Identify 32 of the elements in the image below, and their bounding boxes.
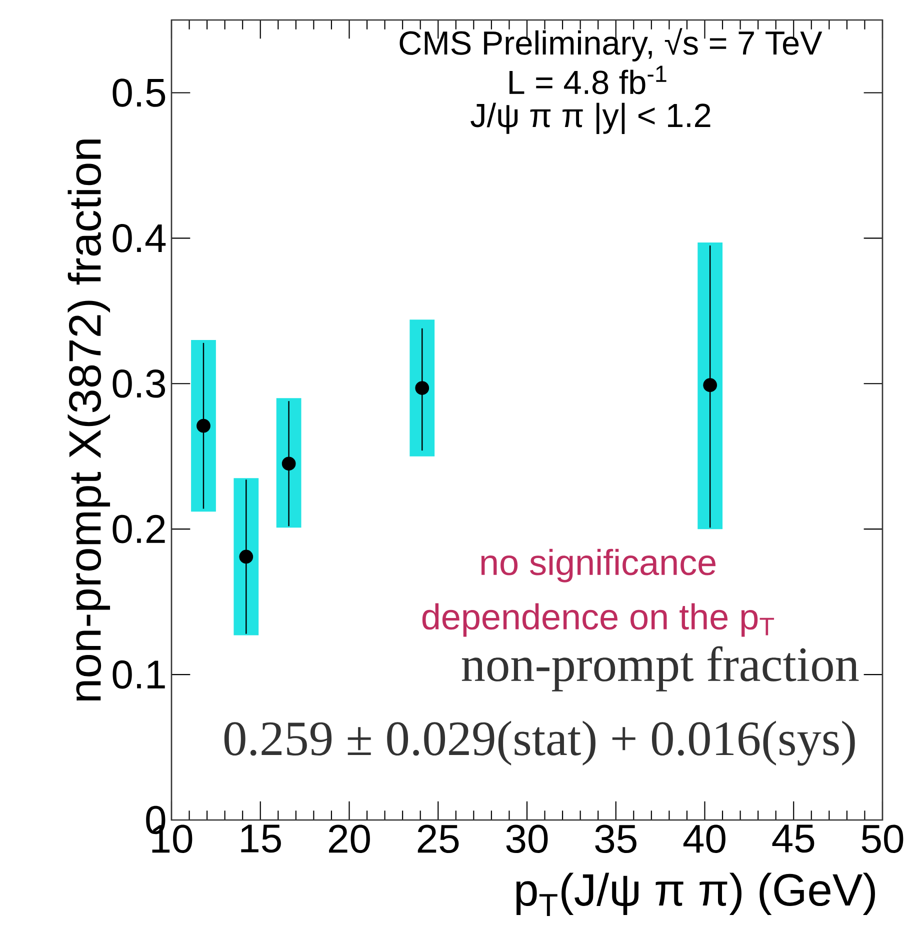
point [282, 456, 296, 471]
point [415, 381, 430, 395]
annotation: L = 4.8 fb$^{-1}$ [510, 66, 666, 94]
annotation: 0.259 ± 0.029(stat) + 0.016(sys) [224, 720, 855, 766]
bar [234, 478, 259, 636]
y-tick-label: 0.3 [112, 369, 166, 398]
point [239, 550, 254, 564]
x-tick-label: 25 [418, 824, 459, 854]
annotation: non-prompt fraction [462, 646, 859, 692]
x-tick-label: 15 [241, 824, 281, 853]
x-tick-label: 45 [772, 824, 814, 853]
y-axis-title: non-prompt X(3872) fraction [68, 140, 110, 700]
y-tick-label: 0.5 [112, 78, 166, 107]
x-tick-label: 40 [683, 824, 726, 854]
annotation: J/ψ π π |y| < 1.2 [470, 102, 710, 134]
bar [410, 320, 435, 456]
annotation: dependence on the p$_{T}$ [422, 603, 774, 637]
y-tick-label: 0.1 [112, 660, 165, 689]
bar [276, 398, 302, 528]
x-tick-label: 50 [862, 824, 904, 854]
point [196, 418, 210, 433]
annotation: CMS Preliminary, √s = 7 TeV [400, 28, 822, 62]
point [703, 378, 718, 392]
annotation: no significance [481, 548, 716, 582]
y-tick-label: 0.4 [112, 224, 166, 252]
x-tick-label: 30 [506, 824, 548, 854]
x-tick-label: 20 [329, 824, 370, 854]
bar [191, 340, 216, 512]
bar [698, 242, 723, 530]
x-axis-title: p$_{T}$(J/ψ π π) (GeV) [516, 872, 875, 916]
y-tick-label: 0.2 [112, 514, 165, 544]
x-tick-label: 35 [595, 824, 636, 854]
